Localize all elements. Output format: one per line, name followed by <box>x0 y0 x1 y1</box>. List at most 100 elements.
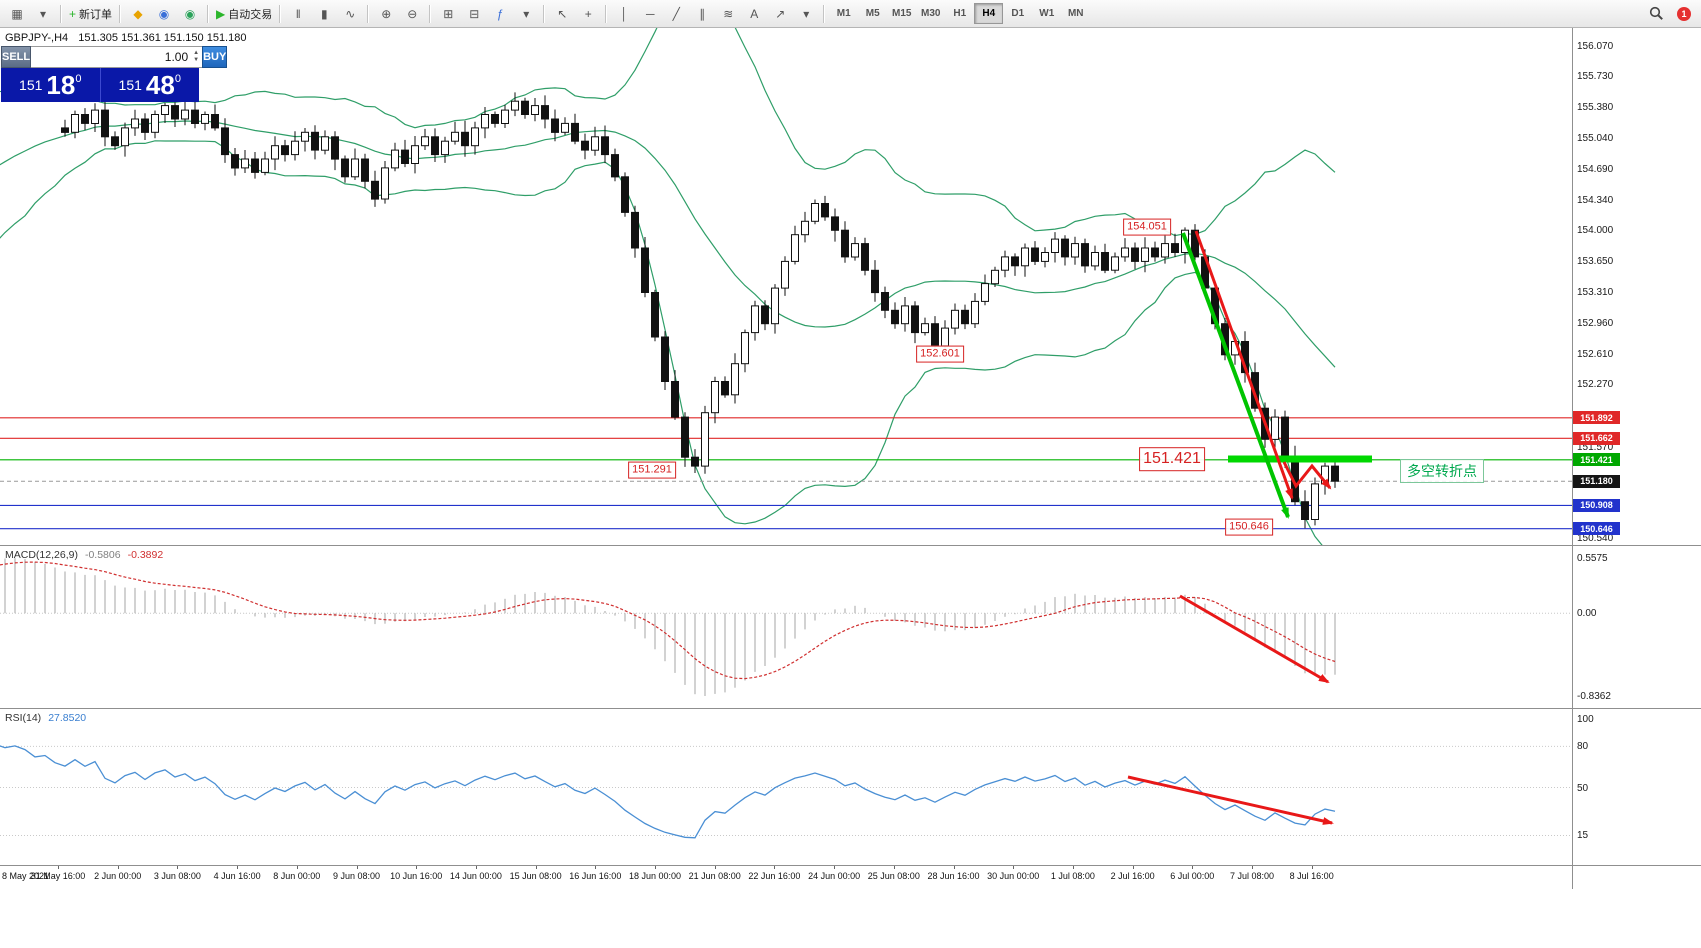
coin-icon[interactable]: ◆ <box>133 6 143 21</box>
timeframe-MN[interactable]: MN <box>1067 8 1084 19</box>
price-tag: 150.908 <box>1573 498 1620 512</box>
support-highlight-bar[interactable] <box>1228 455 1372 463</box>
timeframe-W1[interactable]: W1 <box>1039 8 1055 19</box>
timeframe-H1[interactable]: H1 <box>953 8 967 19</box>
new-chart-icon[interactable]: ▦ <box>11 6 23 21</box>
price-tag: 151.180 <box>1573 474 1620 488</box>
buy-button[interactable]: BUY <box>202 46 228 68</box>
time-axis-label: 9 Jun 08:00 <box>332 871 381 881</box>
shapes-dropdown-icon[interactable]: ▾ <box>803 6 810 21</box>
chart-dropdown-icon[interactable]: ▾ <box>39 6 47 21</box>
panel-divider[interactable] <box>0 708 1701 709</box>
toolbar-separator <box>367 4 370 23</box>
price-annotation[interactable]: 151.291 <box>628 461 676 479</box>
time-axis-tick <box>296 866 298 869</box>
rsi-axis-tick: 80 <box>1577 741 1589 753</box>
sell-button[interactable]: SELL <box>1 46 32 68</box>
main-chart-panel[interactable]: GBPJPY-,H4 151.305 151.361 151.150 151.1… <box>0 28 1572 545</box>
timeframe-M5[interactable]: M5 <box>865 8 880 19</box>
price-axis-tick: 156.070 <box>1577 41 1614 52</box>
macd-histogram <box>4 558 1336 696</box>
macd-panel[interactable]: MACD(12,26,9) -0.5806 -0.3892 <box>0 546 1572 708</box>
time-axis[interactable]: 8 May 2021 31 May 16:00 2 Jun 00:00 3 Jun 0… <box>0 866 1701 890</box>
time-axis-label: 8 Jul 16:00 <box>1289 871 1334 881</box>
rsi-axis-tick: 100 <box>1577 714 1594 725</box>
zoom-in-icon[interactable]: ⊕ <box>381 6 392 21</box>
timeframe-bar: M1 M5 M15 M30 H1 H4 D1 W1 MN <box>829 3 1090 24</box>
time-axis-tick <box>177 866 179 869</box>
tile-windows-icon[interactable]: ⊞ <box>443 6 454 21</box>
timeframe-M1[interactable]: M1 <box>836 8 851 19</box>
price-annotation[interactable]: 151.421 <box>1139 447 1205 471</box>
zoom-out-icon[interactable]: ⊖ <box>407 6 418 21</box>
macd-trend-arrow-red[interactable] <box>1179 594 1330 684</box>
time-axis-tick <box>774 866 776 869</box>
buy-price-display[interactable]: 151 48 0 <box>118 70 181 100</box>
toolbar: ▦ ▾ + 新订单 ◆ ◉ ◉ ▶ 自动交易 ‖ ▮ ∿ ⊕ ⊖ ⊞ ⊟ ƒ ▾ ↖ + │ ─ ╱ ∥ ≋ A ↗ ▾ M1 M5 M1… <box>0 0 1701 28</box>
rsi-panel[interactable]: RSI(14) 27.8520 <box>0 709 1572 865</box>
price-annotation[interactable]: 154.051 <box>1123 218 1171 236</box>
accounts-icon[interactable]: ◉ <box>158 6 170 21</box>
trend-arrow-green[interactable] <box>1181 232 1290 519</box>
timeframe-D1[interactable]: D1 <box>1011 8 1025 19</box>
time-axis-label: 1 Jul 08:00 <box>1050 871 1095 881</box>
vertical-line-icon[interactable]: │ <box>620 6 629 21</box>
arrows-tool-icon[interactable]: ↗ <box>775 6 786 21</box>
arrange-windows-icon[interactable]: ⊟ <box>469 6 480 21</box>
price-axis-tick: 154.340 <box>1577 194 1614 206</box>
candle-chart-icon[interactable]: ▮ <box>320 6 328 21</box>
timeframe-H4[interactable]: H4 <box>974 3 1004 24</box>
price-axis-tick: 151.570 <box>1577 441 1614 453</box>
new-order-button[interactable]: + 新订单 <box>69 6 113 21</box>
price-annotation[interactable]: 150.646 <box>1225 518 1273 536</box>
volume-input[interactable] <box>31 49 191 65</box>
time-axis-label: 3 Jun 08:00 <box>153 871 201 881</box>
time-axis-tick <box>475 866 477 869</box>
turning-point-label[interactable]: 多空转折点 <box>1400 459 1484 483</box>
price-axis-tick: 150.540 <box>1577 533 1614 545</box>
autotrade-button[interactable]: ▶ 自动交易 <box>216 6 273 21</box>
trend-arrow-red[interactable] <box>1194 230 1294 500</box>
sell-price-display[interactable]: 151 18 0 <box>1 68 101 102</box>
price-annotation[interactable]: 152.601 <box>916 345 964 363</box>
time-axis-tick <box>834 866 836 869</box>
panel-divider[interactable] <box>0 545 1701 546</box>
line-chart-icon[interactable]: ∿ <box>345 6 356 21</box>
one-click-trading-panel: SELL ▲ ▼ BUY 151 18 0 151 <box>1 46 228 102</box>
text-label-icon[interactable]: A <box>750 6 759 21</box>
rsi-value: 27.8520 <box>48 712 87 724</box>
fibonacci-icon[interactable]: ≋ <box>723 6 734 21</box>
rsi-trend-arrow-red[interactable] <box>1127 775 1334 825</box>
volume-field[interactable]: ▲ ▼ <box>31 46 203 68</box>
notification-badge[interactable]: 1 <box>1677 6 1691 21</box>
zigzag-arrow-red[interactable] <box>1282 461 1332 490</box>
search-icon[interactable] <box>1643 3 1669 25</box>
time-axis-label: 8 May 2021 <box>2 871 50 881</box>
time-axis-tick <box>237 866 239 869</box>
time-axis-label: 15 Jun 08:00 <box>509 871 562 881</box>
candles <box>61 92 1339 529</box>
price-axis-border <box>1572 28 1573 889</box>
volume-down-icon[interactable]: ▼ <box>193 57 200 63</box>
community-icon[interactable]: ◉ <box>184 6 196 21</box>
indicators-icon[interactable]: ƒ <box>496 6 504 21</box>
rsi-line <box>0 745 1336 839</box>
time-axis-tick <box>1192 866 1194 869</box>
indicators-dropdown-icon[interactable]: ▾ <box>523 6 530 21</box>
trendline-icon[interactable]: ╱ <box>672 6 680 21</box>
channel-icon[interactable]: ∥ <box>699 6 706 21</box>
rsi-axis-tick: 50 <box>1577 782 1589 794</box>
price-tag: 150.646 <box>1573 522 1620 536</box>
volume-up-icon[interactable]: ▲ <box>193 50 200 57</box>
horizontal-line-icon[interactable]: ─ <box>645 6 655 21</box>
time-axis-label: 14 Jun 00:00 <box>449 871 502 881</box>
cursor-icon[interactable]: ↖ <box>557 6 568 21</box>
time-axis-label: 18 Jun 00:00 <box>628 871 682 881</box>
bar-chart-icon[interactable]: ‖ <box>295 6 301 21</box>
symbol-timeframe-label: GBPJPY-,H4 <box>5 32 69 44</box>
timeframe-M15[interactable]: M15 <box>892 8 912 19</box>
crosshair-icon[interactable]: + <box>584 6 592 21</box>
time-axis-tick <box>1013 866 1015 869</box>
macd-header: MACD(12,26,9) -0.5806 -0.3892 <box>5 549 164 561</box>
timeframe-M30[interactable]: M30 <box>921 8 941 19</box>
